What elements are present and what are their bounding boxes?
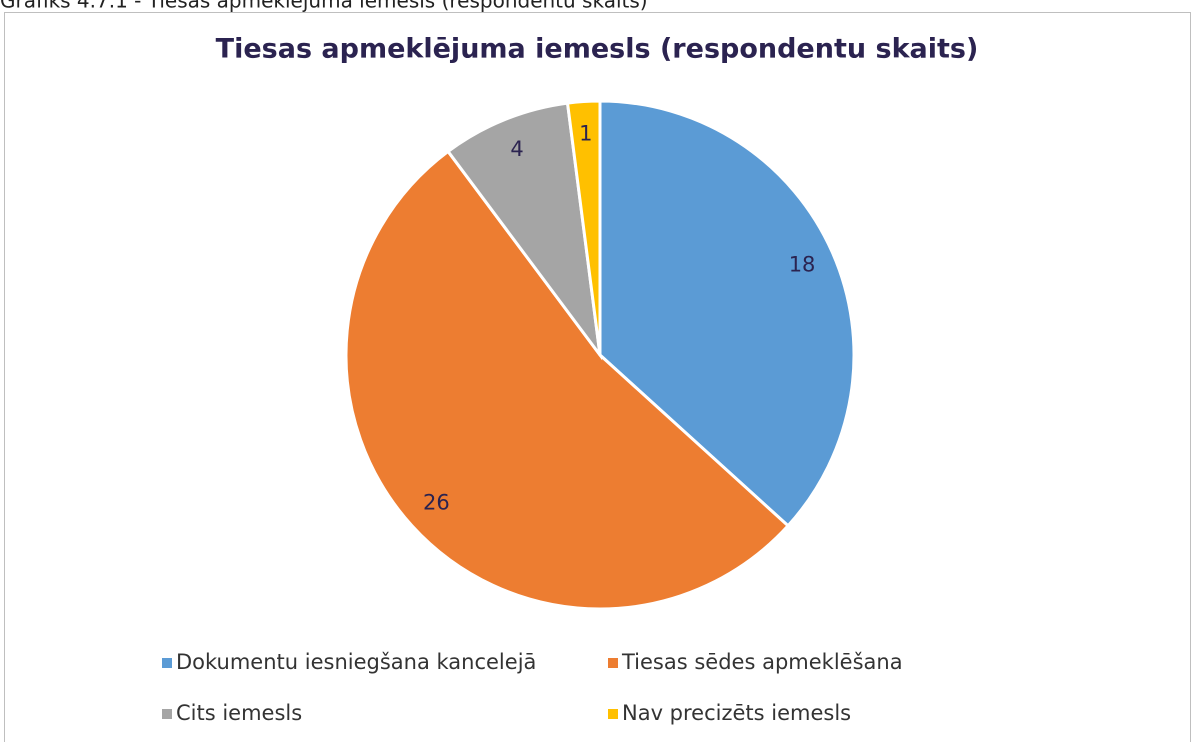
legend-swatch [162, 709, 172, 719]
legend-swatch [608, 709, 618, 719]
pie-slice [598, 99, 856, 528]
legend-label: Nav precizēts iemesls [622, 701, 851, 725]
data-label: 4 [510, 137, 523, 161]
legend-label: Cits iemesls [176, 701, 302, 725]
chart-title: Tiesas apmeklējuma iemesls (respondentu … [216, 34, 979, 65]
pie-slice [445, 101, 603, 361]
legend-label: Dokumentu iesniegšana kancelejā [176, 650, 536, 674]
pie-slice [344, 149, 791, 611]
legend-swatch [608, 658, 618, 668]
legend-label: Tiesas sēdes apmeklēšana [621, 650, 903, 674]
data-label: 18 [789, 253, 816, 277]
legend-swatch [162, 658, 172, 668]
chart-frame [4, 12, 1191, 742]
data-label: 1 [579, 121, 592, 145]
pie-slice [565, 99, 602, 356]
caption: Grafiks 4.7.1 - Tiesas apmeklējuma iemes… [0, 0, 648, 13]
data-label: 26 [423, 491, 450, 515]
